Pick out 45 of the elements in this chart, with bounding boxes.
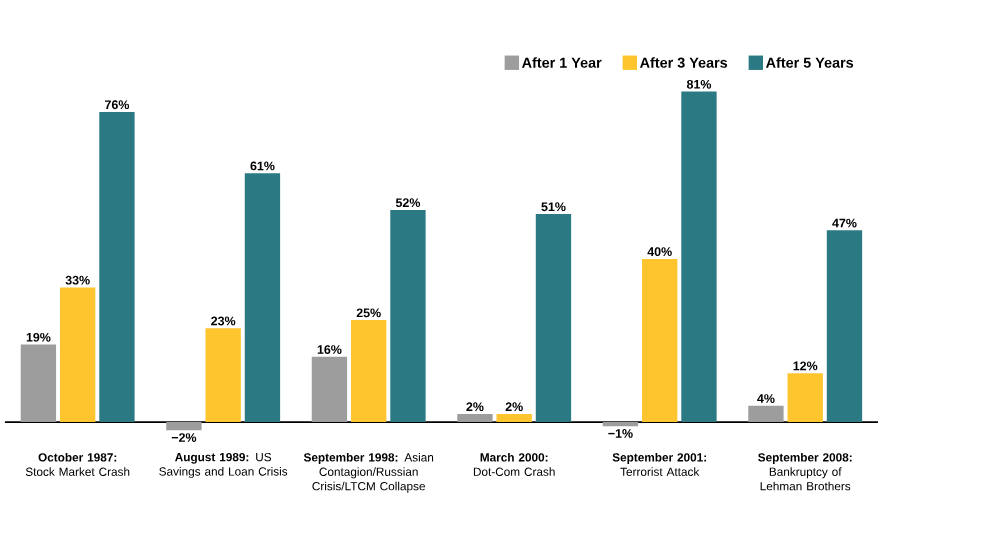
data-label: 76% [105,100,130,110]
data-label: 52% [395,198,421,208]
legend-label: After 5 Years [765,57,854,68]
data-label: −1% [608,429,633,438]
data-label: 25% [356,308,381,318]
data-label: 61% [250,161,275,171]
data-label: 47% [832,218,857,228]
bar [311,356,348,423]
bar [496,413,532,423]
bar [826,230,863,423]
bar [20,344,57,423]
bar [99,112,135,423]
bar [205,328,241,423]
bar [602,422,639,427]
bar [457,413,493,423]
bar [166,422,202,431]
data-label: 4% [757,394,775,403]
data-label: 33% [65,275,90,285]
bar [642,258,678,423]
data-label: 16% [317,345,342,354]
data-label: 2% [466,402,484,412]
x-tick-label: September 2008: Bankruptcy of Lehman Brothers [758,452,852,491]
data-label: 81% [686,79,712,89]
x-tick-label: October 1987: Stock Market Crash [25,452,130,476]
legend-label: After 3 Years [640,57,728,68]
legend-label: After 1 Year [522,57,602,68]
bar [535,214,572,423]
data-label: 40% [647,247,672,257]
data-label: 51% [541,202,566,212]
bar [787,373,823,423]
bar [748,405,784,423]
bar [390,209,426,423]
data-label: 23% [211,316,236,326]
x-tick-label: September 2001: Terrorist Attack [612,452,707,476]
data-label: 2% [505,402,523,412]
data-label: 19% [26,332,51,342]
bar [681,91,717,423]
data-label: 12% [793,361,818,371]
x-tick-label: August 1989: US Savings and Loan Crisis [159,452,288,478]
x-tick-label: March 2000: Dot-Com Crash [473,452,555,476]
data-label: −2% [171,433,197,442]
bar [351,320,387,423]
x-tick-label: September 1998: Asian Contagion/Russian Crisis/LTCM Collapse [303,452,434,493]
bar [60,287,96,423]
bar [244,173,281,423]
